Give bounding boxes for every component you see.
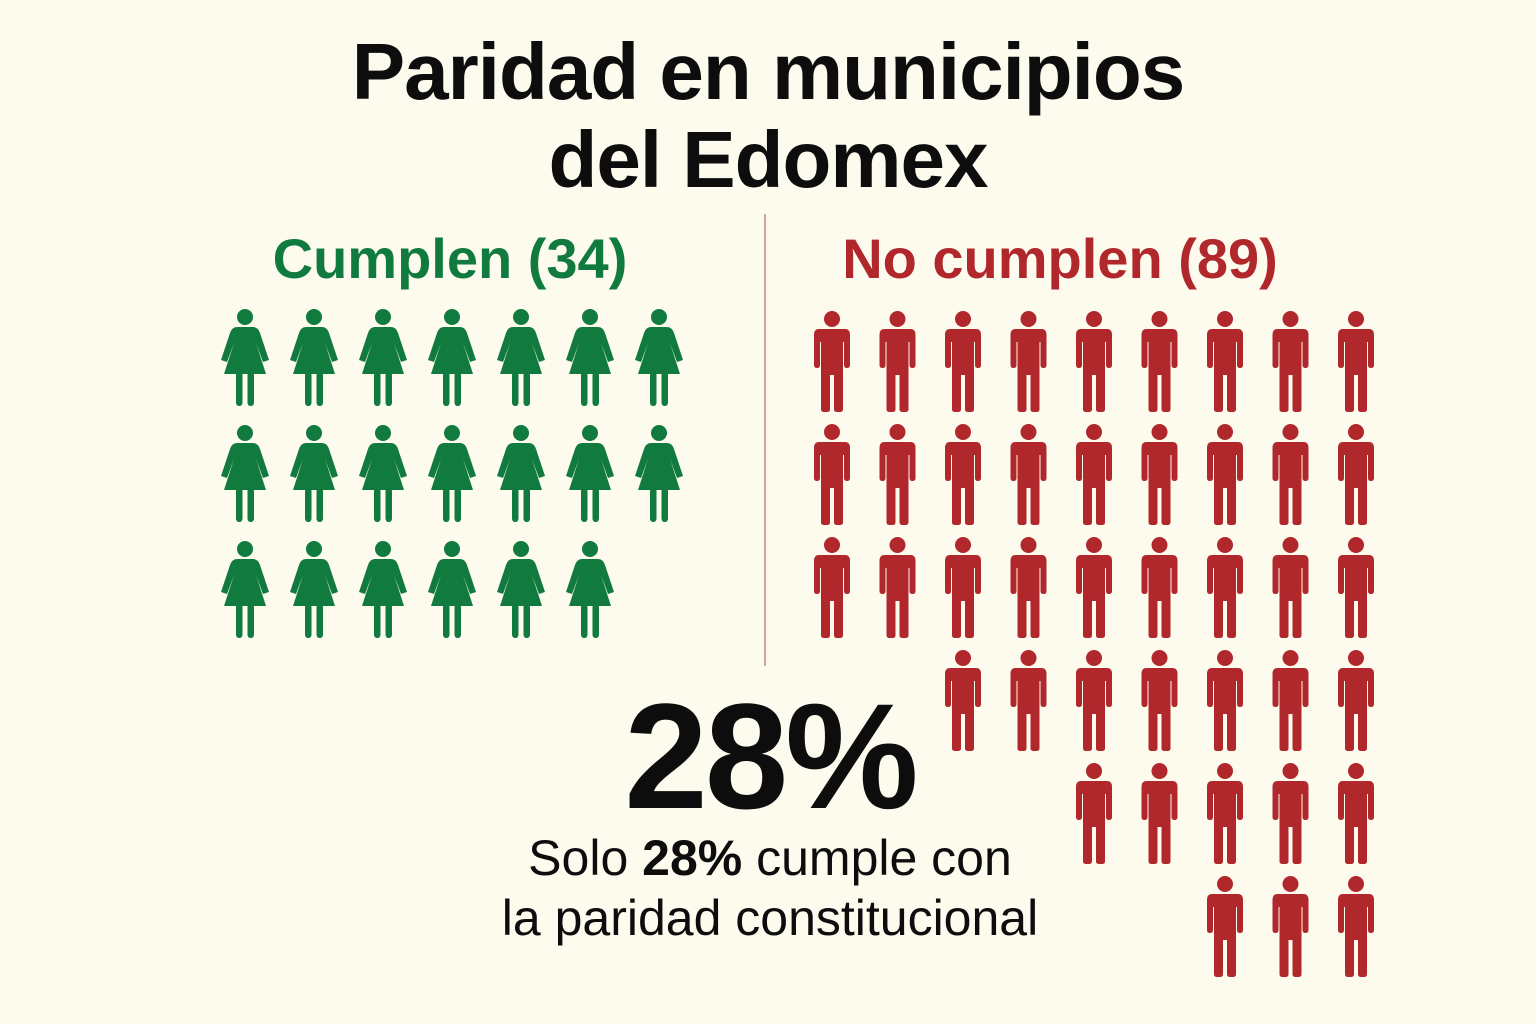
chart-title-line-1: Paridad en municipios bbox=[351, 27, 1186, 116]
man-icon bbox=[1010, 424, 1047, 525]
woman-icon bbox=[635, 309, 683, 406]
man-icon bbox=[1141, 650, 1178, 751]
man-icon bbox=[1010, 311, 1047, 412]
woman-icon bbox=[290, 425, 338, 522]
caption: Solo 28% cumple con la paridad constituc… bbox=[380, 828, 1160, 948]
legend-cumplen: Cumplen (34) bbox=[272, 227, 628, 290]
woman-icon bbox=[359, 541, 407, 638]
divider-line bbox=[764, 214, 766, 666]
man-icon bbox=[1272, 424, 1309, 525]
woman-icon bbox=[635, 425, 683, 522]
chart-title: Paridad en municipios del Edomex bbox=[0, 28, 1536, 204]
caption-line-2: la paridad constitucional bbox=[501, 890, 1039, 946]
man-icon bbox=[1141, 537, 1178, 638]
man-icon bbox=[1338, 650, 1374, 751]
caption-emphasis: 28% bbox=[642, 830, 743, 886]
woman-icon bbox=[221, 309, 269, 406]
woman-icon bbox=[359, 309, 407, 406]
man-icon bbox=[1010, 537, 1047, 638]
man-icon bbox=[945, 424, 981, 525]
man-icon bbox=[879, 424, 916, 525]
man-icon bbox=[1010, 650, 1047, 751]
man-icon bbox=[1272, 650, 1309, 751]
man-icon bbox=[879, 537, 916, 638]
woman-icon bbox=[428, 309, 476, 406]
woman-icon bbox=[497, 425, 545, 522]
headline-percent: 28% bbox=[624, 672, 918, 840]
man-icon bbox=[1272, 537, 1309, 638]
man-icon bbox=[814, 424, 850, 525]
woman-icon bbox=[566, 309, 614, 406]
man-icon bbox=[945, 311, 981, 412]
man-icon bbox=[1272, 763, 1309, 864]
woman-icon bbox=[221, 425, 269, 522]
woman-icon bbox=[428, 541, 476, 638]
man-icon bbox=[1076, 650, 1112, 751]
man-icon bbox=[1207, 763, 1243, 864]
man-icon bbox=[1207, 537, 1243, 638]
women-pictogram bbox=[221, 309, 683, 638]
man-icon bbox=[1141, 424, 1178, 525]
man-icon bbox=[1338, 763, 1374, 864]
woman-icon bbox=[221, 541, 269, 638]
man-icon bbox=[814, 311, 850, 412]
man-icon bbox=[1076, 424, 1112, 525]
man-icon bbox=[1076, 311, 1112, 412]
man-icon bbox=[1338, 424, 1374, 525]
chart-title-line-2: del Edomex bbox=[548, 115, 988, 204]
man-icon bbox=[1272, 311, 1309, 412]
man-icon bbox=[1076, 537, 1112, 638]
woman-icon bbox=[497, 309, 545, 406]
man-icon bbox=[1207, 650, 1243, 751]
caption-line-1: Solo 28% cumple con bbox=[380, 828, 1160, 888]
man-icon bbox=[814, 537, 850, 638]
man-icon bbox=[1338, 876, 1374, 977]
caption-prefix: Solo bbox=[528, 830, 643, 886]
man-icon bbox=[1141, 311, 1178, 412]
man-icon bbox=[945, 537, 981, 638]
caption-suffix: cumple con bbox=[742, 830, 1012, 886]
man-icon bbox=[1207, 876, 1243, 977]
man-icon bbox=[1272, 876, 1309, 977]
woman-icon bbox=[566, 541, 614, 638]
legend-no-cumplen: No cumplen (89) bbox=[842, 227, 1278, 290]
woman-icon bbox=[566, 425, 614, 522]
woman-icon bbox=[497, 541, 545, 638]
man-icon bbox=[1207, 424, 1243, 525]
man-icon bbox=[1338, 311, 1374, 412]
man-icon bbox=[1207, 311, 1243, 412]
woman-icon bbox=[359, 425, 407, 522]
man-icon bbox=[879, 311, 916, 412]
woman-icon bbox=[290, 309, 338, 406]
man-icon bbox=[1338, 537, 1374, 638]
woman-icon bbox=[428, 425, 476, 522]
woman-icon bbox=[290, 541, 338, 638]
